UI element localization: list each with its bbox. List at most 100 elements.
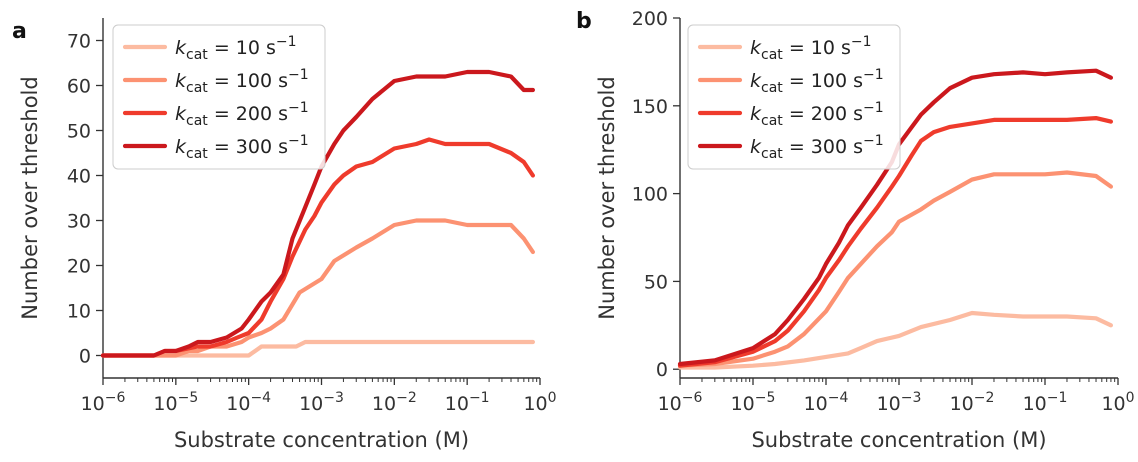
x-tick-base: 10: [445, 393, 469, 415]
y-axis-label: Number over threshold: [595, 76, 619, 319]
x-tick-exponent: −1: [469, 390, 490, 406]
y-tick-label: 100: [632, 184, 668, 206]
x-tick-base: 10: [1101, 393, 1125, 415]
x-tick-exponent: −3: [901, 390, 922, 406]
legend-k: k: [750, 70, 762, 92]
x-axis-label: Substrate concentration (M): [751, 428, 1046, 452]
series-line-3: [677, 115, 1114, 368]
legend-entry: kcat = 200 s−1: [175, 100, 309, 129]
legend-superscript: −1: [288, 67, 309, 83]
legend-subscript: cat: [186, 80, 208, 96]
legend-k: k: [175, 70, 187, 92]
x-tick-label: 10−2: [950, 390, 995, 415]
legend-text-main: = 10 s: [208, 37, 276, 59]
x-tick-base: 10: [372, 393, 396, 415]
series-line-2: [677, 170, 1114, 368]
x-axis-label: Substrate concentration (M): [174, 428, 469, 452]
x-tick-label: 10−1: [1023, 390, 1068, 415]
x-tick-base: 10: [81, 393, 105, 415]
panel-label: b: [576, 9, 592, 34]
y-tick-label: 20: [67, 256, 91, 278]
legend-superscript: −1: [863, 67, 884, 83]
legend-superscript: −1: [851, 34, 872, 50]
x-tick-exponent: −2: [974, 390, 995, 406]
legend-subscript: cat: [186, 146, 208, 162]
legend-k: k: [750, 37, 762, 59]
x-tick-base: 10: [877, 393, 901, 415]
y-tick-label: 150: [632, 96, 668, 118]
legend-superscript: −1: [276, 34, 297, 50]
series-line-3: [100, 137, 536, 358]
x-tick-exponent: −4: [828, 390, 849, 406]
legend-subscript: cat: [186, 113, 208, 129]
x-tick-label: 100: [1101, 390, 1134, 415]
y-tick-label: 10: [67, 301, 91, 323]
legend-k: k: [175, 103, 187, 125]
legend-text-main: = 300 s: [208, 136, 288, 158]
legend-superscript: −1: [863, 100, 884, 116]
legend-box: [112, 24, 326, 170]
legend-text-main: = 200 s: [208, 103, 288, 125]
legend-subscript: cat: [761, 113, 783, 129]
x-tick-label: 10−6: [81, 390, 126, 415]
legend-entry: kcat = 300 s−1: [175, 133, 309, 162]
y-tick-label: 60: [67, 76, 91, 98]
legend-text-main: = 100 s: [783, 70, 863, 92]
x-tick-base: 10: [153, 393, 177, 415]
legend-k: k: [175, 37, 187, 59]
series-line-2: [100, 218, 536, 358]
legend-subscript: cat: [761, 47, 783, 63]
x-tick-exponent: 0: [548, 390, 557, 406]
x-tick-base: 10: [731, 393, 755, 415]
legend-entry: kcat = 300 s−1: [750, 133, 884, 162]
x-tick-exponent: −2: [396, 390, 417, 406]
legend-entry: kcat = 200 s−1: [750, 100, 884, 129]
legend-superscript: −1: [863, 133, 884, 149]
x-tick-exponent: −5: [178, 390, 199, 406]
y-tick-label: 0: [656, 359, 668, 381]
x-tick-base: 10: [1023, 393, 1047, 415]
x-tick-label: 10−4: [226, 390, 271, 415]
legend-k: k: [750, 103, 762, 125]
legend-subscript: cat: [186, 47, 208, 63]
legend-text-main: = 300 s: [783, 136, 863, 158]
legend-text-main: = 200 s: [783, 103, 863, 125]
x-tick-exponent: −6: [682, 390, 703, 406]
y-tick-label: 0: [79, 346, 91, 368]
legend-k: k: [175, 136, 187, 158]
x-tick-exponent: −5: [755, 390, 776, 406]
x-tick-base: 10: [299, 393, 323, 415]
legend-entry: kcat = 10 s−1: [175, 34, 297, 63]
x-tick-exponent: −1: [1047, 390, 1068, 406]
x-tick-label: 10−5: [731, 390, 776, 415]
legend-superscript: −1: [288, 133, 309, 149]
legend-k: k: [750, 136, 762, 158]
y-tick-label: 50: [67, 121, 91, 143]
x-tick-base: 10: [804, 393, 828, 415]
x-tick-label: 10−1: [445, 390, 490, 415]
legend-entry: kcat = 100 s−1: [175, 67, 309, 96]
x-tick-base: 10: [658, 393, 682, 415]
x-tick-label: 10−2: [372, 390, 417, 415]
x-tick-label: 10−3: [877, 390, 922, 415]
x-tick-base: 10: [950, 393, 974, 415]
y-axis-label: Number over threshold: [18, 76, 42, 319]
legend-subscript: cat: [761, 80, 783, 96]
x-tick-label: 100: [523, 390, 556, 415]
x-tick-exponent: −6: [105, 390, 126, 406]
y-tick-label: 30: [67, 211, 91, 233]
legend-text-main: = 100 s: [208, 70, 288, 92]
series-line-1: [677, 310, 1114, 370]
legend-superscript: −1: [288, 100, 309, 116]
y-tick-label: 70: [67, 31, 91, 53]
x-tick-base: 10: [226, 393, 250, 415]
x-tick-base: 10: [523, 393, 547, 415]
x-tick-label: 10−5: [153, 390, 198, 415]
y-tick-label: 200: [632, 8, 668, 30]
